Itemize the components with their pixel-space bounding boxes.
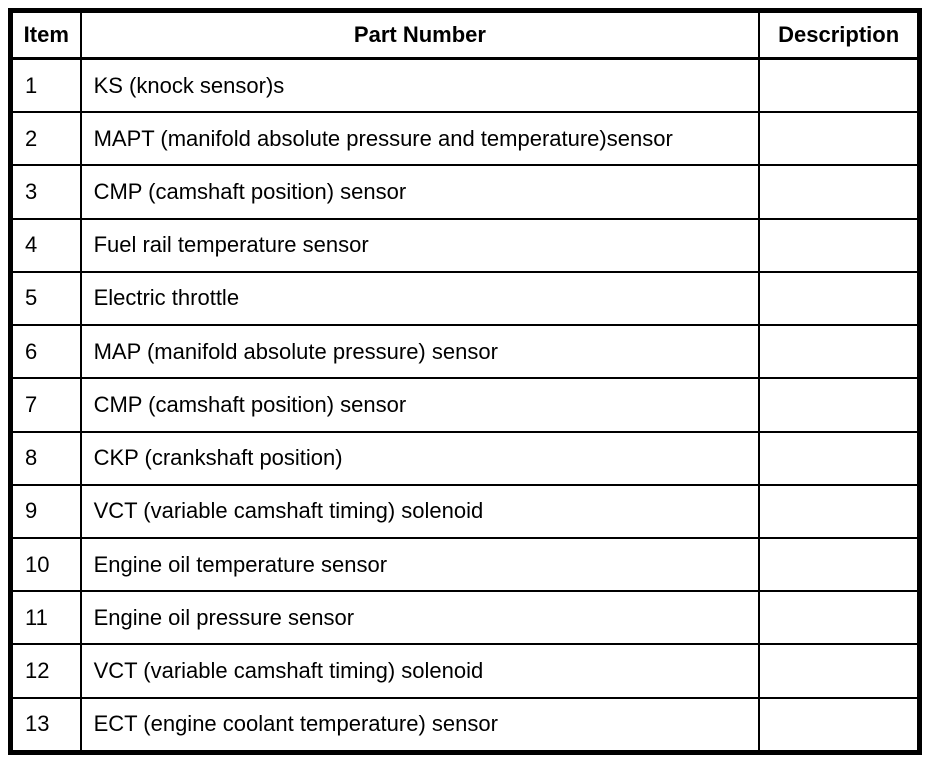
parts-table: Item Part Number Description 1 KS (knock… — [8, 8, 922, 755]
description-column-header: Description — [758, 9, 921, 60]
item-cell: 11 — [9, 590, 82, 646]
description-cell — [758, 377, 921, 433]
item-cell: 8 — [9, 430, 82, 486]
description-cell — [758, 217, 921, 273]
description-cell — [758, 643, 921, 699]
table-header-row: Item Part Number Description — [9, 9, 921, 60]
table-body: 1 KS (knock sensor)s 2 MAPT (manifold ab… — [9, 57, 921, 754]
item-cell: 10 — [9, 536, 82, 593]
table-row: 1 KS (knock sensor)s — [9, 57, 921, 114]
part-number-cell: Fuel rail temperature sensor — [79, 217, 761, 273]
part-number-cell: ECT (engine coolant temperature) sensor — [79, 696, 761, 754]
description-cell — [758, 696, 921, 754]
part-number-cell: Engine oil pressure sensor — [79, 590, 761, 646]
item-cell: 6 — [9, 324, 82, 380]
table-row: 2 MAPT (manifold absolute pressure and t… — [9, 111, 921, 167]
item-cell: 5 — [9, 270, 82, 327]
table-row: 11 Engine oil pressure sensor — [9, 590, 921, 646]
item-column-header: Item — [9, 9, 82, 60]
table-row: 6 MAP (manifold absolute pressure) senso… — [9, 324, 921, 380]
description-cell — [758, 590, 921, 646]
item-cell: 1 — [9, 57, 82, 114]
table-row: 12 VCT (variable camshaft timing) soleno… — [9, 643, 921, 699]
description-cell — [758, 324, 921, 380]
part-number-cell: MAP (manifold absolute pressure) sensor — [79, 324, 761, 380]
table-row: 13 ECT (engine coolant temperature) sens… — [9, 696, 921, 754]
description-cell — [758, 57, 921, 114]
table-row: 8 CKP (crankshaft position) — [9, 430, 921, 486]
item-cell: 7 — [9, 377, 82, 433]
part-number-cell: MAPT (manifold absolute pressure and tem… — [79, 111, 761, 167]
part-number-cell: VCT (variable camshaft timing) solenoid — [79, 643, 761, 699]
item-cell: 2 — [9, 111, 82, 167]
item-cell: 13 — [9, 696, 82, 754]
part-number-cell: KS (knock sensor)s — [79, 57, 761, 114]
table-row: 9 VCT (variable camshaft timing) solenoi… — [9, 483, 921, 539]
part-number-column-header: Part Number — [79, 9, 761, 60]
part-number-cell: VCT (variable camshaft timing) solenoid — [79, 483, 761, 539]
part-number-cell: Electric throttle — [79, 270, 761, 327]
item-cell: 4 — [9, 217, 82, 273]
table-row: 4 Fuel rail temperature sensor — [9, 217, 921, 273]
item-cell: 12 — [9, 643, 82, 699]
description-cell — [758, 483, 921, 539]
description-cell — [758, 270, 921, 327]
table-row: 5 Electric throttle — [9, 270, 921, 327]
part-number-cell: Engine oil temperature sensor — [79, 536, 761, 593]
item-cell: 3 — [9, 164, 82, 220]
table-row: 7 CMP (camshaft position) sensor — [9, 377, 921, 433]
part-number-cell: CKP (crankshaft position) — [79, 430, 761, 486]
table-row: 10 Engine oil temperature sensor — [9, 536, 921, 593]
description-cell — [758, 536, 921, 593]
part-number-cell: CMP (camshaft position) sensor — [79, 164, 761, 220]
part-number-cell: CMP (camshaft position) sensor — [79, 377, 761, 433]
description-cell — [758, 164, 921, 220]
description-cell — [758, 430, 921, 486]
table-row: 3 CMP (camshaft position) sensor — [9, 164, 921, 220]
item-cell: 9 — [9, 483, 82, 539]
description-cell — [758, 111, 921, 167]
